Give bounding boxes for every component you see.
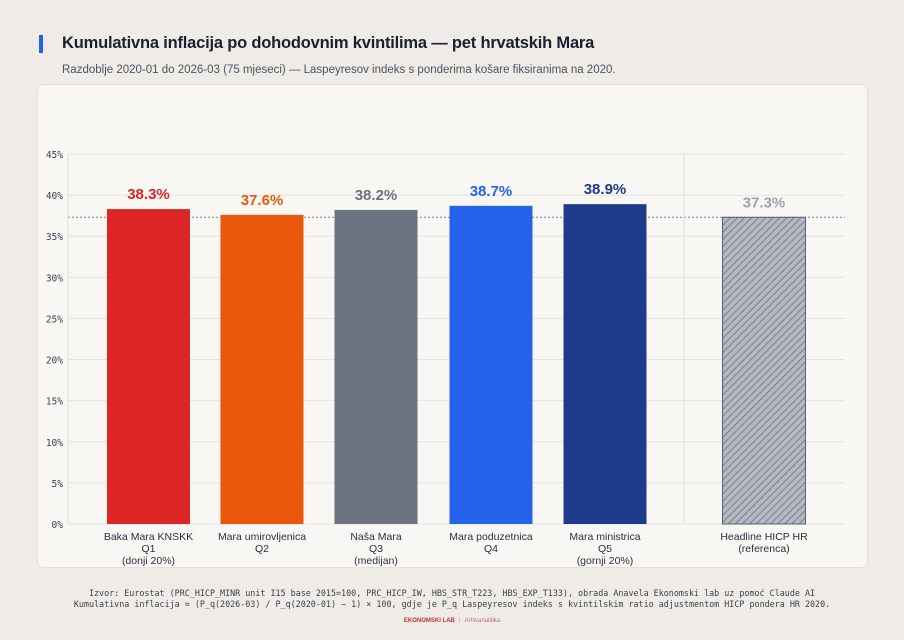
- formula-note: Kumulativna inflacija = (P_q(2026-03) / …: [73, 599, 831, 609]
- y-tick-label: 40%: [46, 191, 63, 202]
- chart-subtitle: Razdoblje 2020-01 do 2026-03 (75 mjeseci…: [62, 64, 616, 76]
- value-label: 37.3%: [743, 194, 786, 211]
- y-tick-label: 5%: [52, 479, 64, 490]
- category-label: Naša Mara: [350, 531, 402, 543]
- chart-title: Kumulativna inflacija po dohodovnim kvin…: [62, 34, 595, 52]
- y-tick-label: 10%: [46, 438, 63, 449]
- value-label: 38.7%: [470, 183, 513, 200]
- category-label: (referenca): [738, 543, 789, 555]
- category-label: Q2: [255, 543, 269, 555]
- y-tick-label: 0%: [52, 520, 64, 531]
- bar-3: [334, 209, 418, 524]
- brand-footer: EKONOMSKI LAB | Arhivanalitika: [403, 618, 501, 624]
- source-note: Izvor: Eurostat (PRC_HICP_MINR unit I15 …: [88, 588, 816, 598]
- bar-1: [107, 209, 190, 525]
- value-label: 38.3%: [127, 186, 170, 203]
- y-tick-label: 35%: [46, 232, 63, 243]
- category-label: Baka Mara KNSKK: [104, 531, 193, 543]
- value-label: 38.2%: [355, 187, 398, 204]
- category-label: (donji 20%): [122, 555, 175, 567]
- value-label: 38.9%: [584, 181, 627, 198]
- y-tick-label: 45%: [46, 150, 63, 161]
- brand-logo: EKONOMSKI LAB: [403, 618, 455, 624]
- category-label: Q5: [598, 543, 612, 555]
- y-tick-label: 25%: [46, 314, 63, 325]
- value-label: 37.6%: [241, 192, 284, 209]
- category-label: Headline HICP HR: [720, 531, 808, 543]
- bar-6: [722, 216, 806, 525]
- category-label: Q4: [484, 543, 498, 555]
- category-label: (medijan): [354, 555, 398, 567]
- bar-5: [563, 204, 647, 524]
- category-label: Mara poduzetnica: [449, 531, 533, 543]
- bar-4: [449, 205, 533, 525]
- category-label: (gornji 20%): [577, 555, 634, 567]
- y-tick-label: 20%: [46, 356, 63, 367]
- y-tick-label: 30%: [46, 273, 63, 284]
- brand-sub: Arhivanalitika: [464, 618, 501, 624]
- title-accent-bar: [39, 35, 43, 53]
- category-label: Mara ministrica: [569, 531, 640, 543]
- bar-2: [220, 214, 304, 524]
- category-label: Q3: [369, 543, 383, 555]
- category-label: Mara umirovljenica: [218, 531, 306, 543]
- category-label: Q1: [141, 543, 155, 555]
- y-tick-label: 15%: [46, 397, 63, 408]
